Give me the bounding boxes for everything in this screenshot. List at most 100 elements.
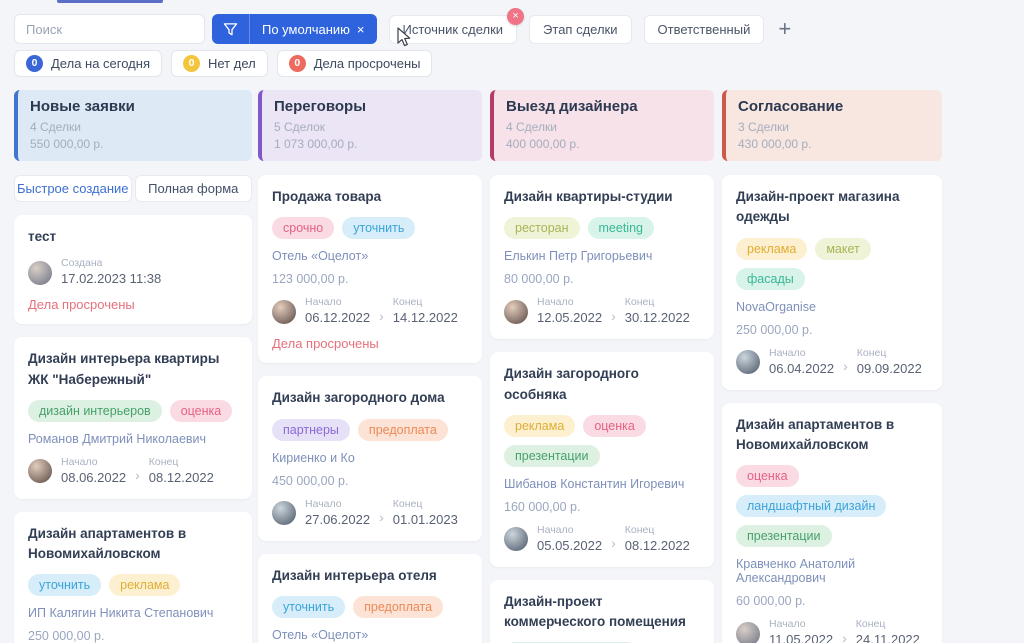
created-label: Создана (61, 257, 103, 270)
chevron-right-icon: › (611, 307, 616, 324)
deal-card[interactable]: тест Создана 17.02.2023 11:38 Дела проср… (14, 215, 252, 325)
filter-tab-owner[interactable]: Ответственный (643, 14, 765, 44)
filter-button[interactable]: По умолчанию × (212, 14, 377, 44)
deal-tag: предоплата (353, 595, 444, 618)
deal-contact[interactable]: NovaOrganise (736, 299, 816, 314)
column-sum: 550 000,00 р. (30, 136, 104, 151)
date-start-value: 11.05.2022 (769, 632, 834, 643)
column-header[interactable]: Переговоры 5 Сделок 1 073 000,00 р. (258, 90, 482, 162)
deal-title: Дизайн-проект магазина одежды (736, 189, 900, 225)
filter-tab-stage-label: Этап сделки (543, 21, 618, 37)
deal-card[interactable]: Дизайн интерьера отеля уточнить предопла… (258, 553, 482, 643)
deal-tag: реклама (109, 574, 181, 597)
quick-filter-overdue-label: Дела просрочены (313, 56, 421, 71)
deal-title: Дизайн загородного особняка (504, 366, 639, 402)
deal-tag: партнеры (272, 418, 350, 441)
deal-tag: уточнить (342, 217, 416, 240)
chevron-right-icon: › (842, 629, 847, 643)
date-start-value: 06.12.2022 (305, 310, 371, 326)
deal-title: Дизайн апартаментов в Новомихайловском (28, 525, 187, 562)
chevron-right-icon: › (135, 467, 140, 484)
deal-contact[interactable]: Романов Дмитрий Николаевич (28, 431, 207, 446)
column-new-requests: Новые заявки 4 Сделки 550 000,00 р. Быст… (14, 90, 252, 643)
chevron-right-icon: › (379, 509, 384, 526)
column-title: Новые заявки (30, 98, 135, 115)
column-approval: Согласование 3 Сделки 430 000,00 р. Диза… (722, 90, 942, 643)
deal-tag: срочно (272, 217, 335, 240)
deal-tag: meeting (587, 217, 654, 240)
column-header[interactable]: Выезд дизайнера 4 Сделки 400 000,00 р. (490, 90, 714, 162)
date-start-label: Начало (537, 296, 574, 309)
tab-full-form[interactable]: Полная форма (134, 175, 252, 203)
deal-amount: 450 000,00 р. (272, 473, 349, 488)
deal-title: Дизайн апартаментов в Новомихайловском (736, 416, 895, 452)
deal-amount: 60 000,00 р. (736, 594, 806, 609)
date-start-label: Начало (305, 296, 342, 309)
deal-contact[interactable]: Кириенко и Ко (272, 450, 355, 465)
date-end-value: 30.12.2022 (624, 310, 690, 326)
deal-card[interactable]: Продажа товара срочно уточнить Отель «Оц… (258, 175, 482, 364)
deal-card[interactable]: Дизайн интерьера квартиры ЖК "Набережный… (14, 337, 252, 499)
date-start-value: 08.06.2022 (61, 469, 127, 485)
deal-contact[interactable]: Елькин Петр Григорьевич (504, 249, 653, 264)
column-header[interactable]: Новые заявки 4 Сделки 550 000,00 р. (14, 90, 252, 162)
date-end-value: 01.01.2023 (392, 511, 458, 527)
deal-tag: ресторан (504, 217, 580, 240)
deal-contact[interactable]: Кравченко Анатолий Александрович (736, 557, 856, 586)
column-title: Согласование (738, 98, 844, 115)
filter-close-icon[interactable]: × (356, 21, 365, 37)
date-end-value: 09.09.2022 (856, 360, 922, 376)
quick-filter-today[interactable]: 0 Дела на сегодня (14, 50, 162, 77)
deal-amount: 123 000,00 р. (272, 272, 349, 287)
overdue-label: Дела просрочены (272, 336, 379, 352)
deal-tag: реклама (504, 414, 576, 437)
created-value: 17.02.2023 11:38 (61, 271, 162, 287)
avatar (736, 621, 760, 643)
quick-filter-overdue[interactable]: 0 Дела просрочены (276, 50, 433, 77)
date-start-value: 12.05.2022 (537, 310, 603, 326)
quick-filter-no-tasks-label: Нет дел (208, 56, 256, 71)
deal-contact[interactable]: Отель «Оцелот» (272, 249, 369, 264)
quick-filter-no-tasks[interactable]: 0 Нет дел (171, 50, 268, 77)
deal-card[interactable]: Дизайн загородного особняка реклама оцен… (490, 352, 714, 567)
deal-contact[interactable]: Отель «Оцелот» (272, 627, 369, 642)
deal-tag: ландшафтный дизайн (736, 495, 887, 518)
deal-tag: презентации (504, 444, 600, 467)
deal-card[interactable]: Дизайн апартаментов в Новомихайловском о… (722, 402, 942, 643)
date-end-label: Конец (392, 497, 423, 510)
filter-tab-stage[interactable]: Этап сделки (529, 14, 632, 44)
deal-tag: уточнить (272, 595, 346, 618)
filter-funnel-icon (212, 14, 250, 44)
deal-title: тест (28, 229, 57, 245)
deal-tag: оценка (169, 399, 233, 422)
date-end-value: 24.11.2022 (855, 632, 920, 643)
search-input[interactable] (14, 14, 205, 44)
deal-tag: презентации (736, 525, 832, 548)
date-start-label: Начало (769, 346, 806, 359)
tab-quick-create[interactable]: Быстрое создание (14, 175, 132, 203)
active-tab-indicator (57, 0, 163, 3)
deal-title: Дизайн квартиры-студии (504, 189, 673, 205)
avatar (272, 501, 296, 526)
deal-contact[interactable]: ИП Калягин Никита Степанович (28, 606, 214, 621)
column-sum: 400 000,00 р. (506, 136, 580, 151)
date-end-label: Конец (624, 296, 655, 309)
column-count: 3 Сделки (738, 120, 789, 134)
create-tabs: Быстрое создание Полная форма (14, 175, 252, 203)
deal-card[interactable]: Дизайн-проект коммерческого помещения ди… (490, 579, 714, 643)
deal-tag: реклама (736, 237, 808, 260)
mouse-cursor (397, 27, 411, 47)
deal-tag: оценка (736, 465, 799, 488)
no-tasks-count-badge: 0 (183, 55, 200, 72)
avatar (504, 299, 528, 324)
deal-contact[interactable]: Шибанов Константин Игоревич (504, 476, 685, 491)
deal-card[interactable]: Дизайн загородного дома партнеры предопл… (258, 376, 482, 541)
date-start-label: Начало (305, 497, 342, 510)
add-filter-button[interactable]: + (778, 16, 792, 41)
deal-card[interactable]: Дизайн апартаментов в Новомихайловском у… (14, 511, 252, 643)
deal-card[interactable]: Дизайн квартиры-студии ресторан meeting … (490, 175, 714, 340)
remove-filter-badge[interactable]: × (507, 7, 525, 25)
column-header[interactable]: Согласование 3 Сделки 430 000,00 р. (722, 90, 942, 162)
deal-title: Дизайн загородного дома (272, 390, 445, 406)
deal-card[interactable]: Дизайн-проект магазина одежды реклама ма… (722, 175, 942, 390)
